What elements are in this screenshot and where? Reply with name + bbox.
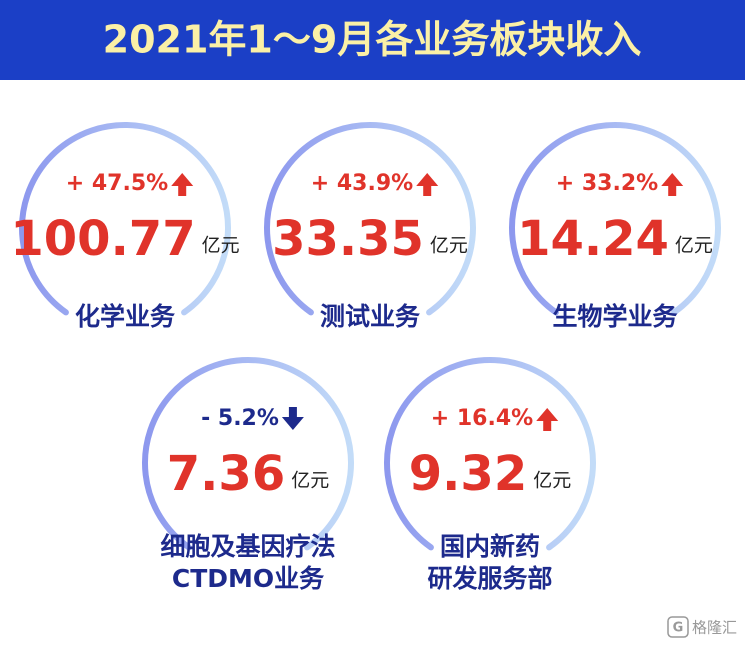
ring-arc [264,122,476,316]
business-name: 细胞及基因疗法 [160,532,335,561]
business-name: 生物学业务 [552,302,677,331]
arrow-up [661,173,684,196]
ring-arc [509,122,721,316]
revenue-value: 7.36 [167,446,285,502]
revenue-unit: 亿元 [675,235,713,257]
revenue-value: 33.35 [272,211,424,267]
change-rate: + 43.9% [311,171,413,196]
header-band [0,0,745,80]
revenue-unit: 亿元 [202,235,240,257]
watermark-text: 格隆汇 [692,619,737,637]
ring-arc [19,122,231,316]
revenue-value: 9.32 [409,446,527,502]
watermark: G 格隆汇 [667,616,737,638]
business-name: 研发服务部 [427,564,552,593]
change-rate: + 33.2% [556,171,658,196]
revenue-unit: 亿元 [291,470,329,492]
arrow-up [536,408,559,431]
revenue-unit: 亿元 [430,235,468,257]
revenue-value: 14.24 [517,211,669,267]
change-rate: + 47.5% [66,171,168,196]
watermark-logo-box [667,616,689,638]
arrow-down [281,407,304,430]
ring-arc [142,357,354,551]
watermark-logo: G [673,621,684,636]
arrow-up [171,173,194,196]
arrow-up [416,173,439,196]
business-name: 测试业务 [320,302,420,331]
business-name: 国内新药 [440,532,540,561]
revenue-value: 100.77 [10,211,195,267]
business-name: CTDMO业务 [172,564,324,593]
ring-arc [384,357,596,551]
header-title: 2021年1～9月各业务板块收入 [103,18,642,62]
change-rate: + 16.4% [431,406,533,431]
revenue-unit: 亿元 [533,470,571,492]
business-name: 化学业务 [75,302,175,331]
change-rate: - 5.2% [201,406,279,431]
